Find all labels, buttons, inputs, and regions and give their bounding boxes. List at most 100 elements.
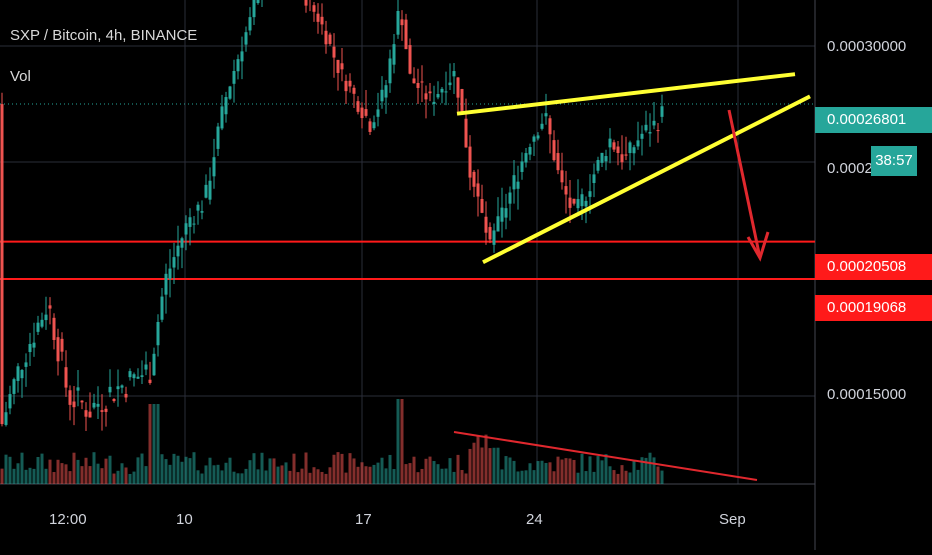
candle-body [312,5,316,12]
candle-body [152,353,156,376]
candle-body [480,198,484,213]
candle-body [116,386,120,390]
volume-bar [428,456,432,484]
level-tag: 0.00020508 [815,254,932,280]
candle-body [120,385,124,388]
candle-body [448,82,452,86]
candle-body [8,394,12,409]
volume-bar [8,456,12,484]
candle-body [524,153,528,163]
volume-bar [364,466,368,484]
candle-body [632,147,636,154]
candle-body [548,118,552,135]
candle-body [72,401,76,408]
time-axis-label: 17 [355,511,372,528]
candle-body [372,122,376,129]
candle-body [128,371,132,378]
candle-body [320,16,324,25]
volume-bar [520,470,524,484]
volume-bar [68,471,72,484]
volume-bar [36,456,40,484]
volume-bar [612,470,616,484]
volume-bar [460,469,464,484]
candle-body [228,86,232,99]
volume-bar [572,459,576,484]
candle-body [132,374,136,379]
volume-bar [628,472,632,484]
candle-body [224,97,228,115]
candle-body [508,192,512,204]
candle-body [64,367,68,388]
volume-bar [76,459,80,484]
volume-bar [656,466,660,484]
candle-body [376,109,380,117]
candle-body [316,13,320,22]
volume-bar [224,462,228,484]
volume-bar [420,468,424,484]
candle-body [200,211,204,213]
candle-body [460,89,464,114]
volume-bar [528,463,532,484]
candle-body [148,379,152,383]
candle-body [104,408,108,412]
candle-body [600,152,604,163]
volume-bar [564,458,568,484]
candle-body [388,58,392,84]
candle-body [256,0,260,4]
wedge-upper-line [456,72,796,116]
volume-bar [608,466,612,484]
volume-bar [488,448,492,484]
candle-body [184,223,188,235]
volume-bar [592,471,596,484]
volume-bar [604,454,608,484]
volume-bar [396,399,400,484]
candle-body [108,386,112,393]
volume-bar [272,458,276,484]
volume-bar [384,468,388,484]
candle-body [92,402,96,408]
time-axis-label: 10 [176,511,193,528]
volume-bar [348,453,352,484]
candle-body [216,126,220,149]
candle-body [492,230,496,245]
volume-bar [512,460,516,484]
volume-bar [580,453,584,484]
volume-bar [436,464,440,484]
volume-bar [212,465,216,484]
candle-body [408,45,412,74]
symbol-title: SXP / Bitcoin, 4h, BINANCE [10,27,198,44]
candle-body [368,121,372,132]
volume-bar [24,469,28,484]
volume-bar [220,470,224,484]
current-price-tag: 0.00026801 [815,107,932,133]
candle-body [340,63,344,70]
candle-body [560,170,564,183]
volume-bar [544,462,548,484]
candle-body [56,337,60,362]
price-axis-label: 0.00015000 [827,386,907,403]
volume-bar [184,456,188,484]
volume-bar [80,466,84,484]
volume-bar [372,464,376,484]
volume-bar [416,472,420,484]
volume-bar [252,453,256,484]
bar-countdown: 38:57 [871,146,917,176]
candle-body [584,200,588,207]
candle-body [608,138,612,148]
volume-bar [268,458,272,484]
volume-bar [588,456,592,484]
candle-body [660,106,664,117]
candle-body [404,19,408,50]
candle-body [636,140,640,147]
candle-body [192,223,196,225]
candle-body [16,366,20,381]
wedge-lower-line [482,94,811,265]
volume-bar [380,457,384,484]
candle-body [500,207,504,222]
candle-body [332,46,336,58]
volume-bar [304,452,308,484]
candle-body [356,101,360,112]
candle-body [612,142,616,150]
